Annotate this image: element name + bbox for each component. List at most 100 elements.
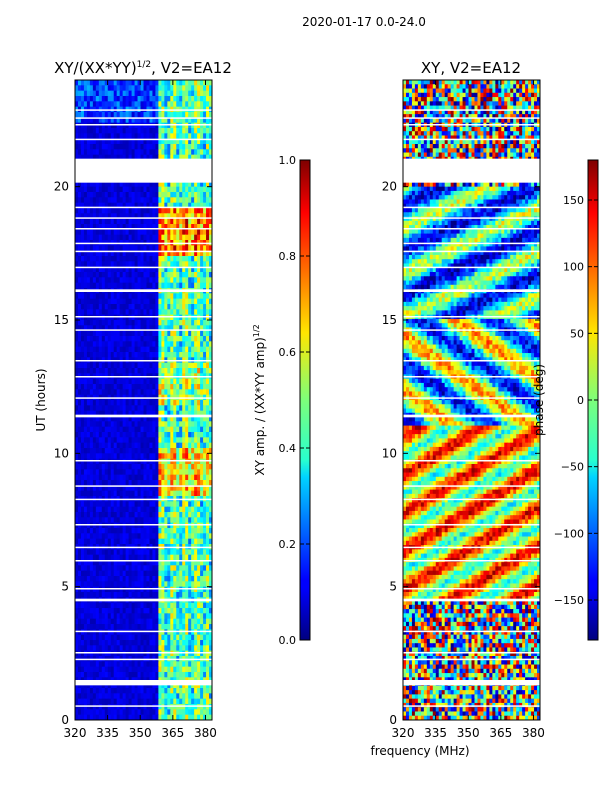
amplitude-heatmap-cell [104,448,109,454]
amplitude-heatmap-cell [125,320,130,326]
amplitude-heatmap-cell [182,608,186,614]
amplitude-heatmap-cell [140,474,145,481]
amplitude-heatmap-cell [75,85,79,92]
amplitude-heatmap-cell [104,320,109,326]
amplitude-heatmap-cell [176,517,180,524]
amplitude-heatmap-cell [125,410,130,417]
amplitude-heatmap-cell [209,624,212,630]
amplitude-heatmap-cell [143,112,148,118]
amplitude-heatmap-cell [125,554,130,561]
amplitude-heatmap-cell [107,437,112,444]
amplitude-heatmap-cell [188,640,192,646]
amplitude-heatmap-cell [194,384,198,390]
amplitude-heatmap-cell [107,346,112,353]
amplitude-heatmap-cell [95,112,100,118]
amplitude-heatmap-cell [80,416,85,422]
amplitude-heatmap-cell [86,442,91,449]
amplitude-heatmap-cell [98,250,103,257]
amplitude-heatmap-cell [179,512,183,518]
amplitude-heatmap-cell [128,448,133,454]
amplitude-heatmap-cell [116,608,121,614]
amplitude-heatmap-cell [149,144,154,150]
amplitude-heatmap-cell [206,117,210,124]
amplitude-heatmap-cell [173,346,177,353]
amplitude-heatmap-cell [137,314,142,321]
amplitude-heatmap-cell [146,266,151,273]
amplitude-heatmap-cell [128,293,133,300]
amplitude-heatmap-cell [75,128,79,134]
amplitude-heatmap-cell [83,549,88,556]
amplitude-heatmap-cell [89,346,94,353]
amplitude-heatmap-cell [155,250,159,257]
amplitude-heatmap-cell [134,517,139,524]
amplitude-heatmap-cell [173,629,177,636]
amplitude-heatmap-cell [206,90,210,97]
amplitude-heatmap-cell [182,453,186,460]
amplitude-heatmap-cell [134,538,139,545]
amplitude-heatmap-cell [128,298,133,305]
amplitude-heatmap-cell [200,426,204,433]
amplitude-heatmap-cell [203,528,207,534]
amplitude-heatmap-cell [146,474,151,481]
amplitude-heatmap-cell [149,522,154,529]
amplitude-heatmap-cell [185,208,189,214]
amplitude-heatmap-cell [203,213,207,220]
amplitude-heatmap-cell [209,426,212,433]
amplitude-heatmap-cell [125,154,130,161]
amplitude-heatmap-cell [203,101,207,108]
amplitude-heatmap-cell [122,448,127,454]
amplitude-heatmap-cell [116,384,121,390]
amplitude-heatmap-cell [140,506,145,513]
amplitude-heatmap-cell [131,192,136,198]
amplitude-heatmap-cell [137,362,142,369]
amplitude-heatmap-cell [185,266,189,273]
amplitude-heatmap-cell [107,426,112,433]
amplitude-heatmap-cell [119,117,124,124]
amplitude-heatmap-cell [179,85,183,92]
amplitude-heatmap-cell [155,181,159,188]
amplitude-heatmap-cell [149,341,154,348]
amplitude-heatmap-cell [143,90,148,97]
amplitude-heatmap-cell [158,474,162,481]
amplitude-heatmap-cell [203,314,207,321]
amplitude-heatmap-cell [182,341,186,348]
amplitude-heatmap-cell [197,90,201,97]
amplitude-heatmap-cell [80,208,85,214]
amplitude-heatmap-cell [86,229,91,236]
amplitude-heatmap-cell [75,640,79,646]
amplitude-heatmap-cell [122,528,127,534]
amplitude-heatmap-cell [170,293,174,300]
amplitude-heatmap-cell [77,640,82,646]
amplitude-heatmap-cell [197,266,201,273]
amplitude-heatmap-cell [140,234,145,241]
amplitude-heatmap-cell [197,458,201,465]
amplitude-heatmap-cell [200,362,204,369]
amplitude-heatmap-cell [113,490,118,497]
amplitude-heatmap-cell [116,341,121,348]
amplitude-heatmap-cell [203,592,207,598]
amplitude-heatmap-cell [179,506,183,513]
amplitude-heatmap-cell [104,426,109,433]
amplitude-heatmap-cell [179,314,183,321]
amplitude-heatmap-cell [83,469,88,476]
amplitude-heatmap-cell [131,293,136,300]
amplitude-heatmap-cell [143,234,148,241]
amplitude-heatmap-cell [137,320,142,326]
amplitude-heatmap-cell [137,618,142,625]
amplitude-heatmap-cell [206,138,210,145]
amplitude-heatmap-cell [179,432,183,438]
amplitude-heatmap-cell [200,80,204,86]
amplitude-heatmap-cell [173,485,177,492]
amplitude-heatmap-cell [152,261,157,268]
amplitude-heatmap-cell [92,250,97,257]
amplitude-heatmap-cell [146,186,151,193]
amplitude-heatmap-cell [137,576,142,582]
amplitude-heatmap-cell [149,592,154,598]
amplitude-heatmap-cell [164,378,168,385]
amplitude-heatmap-cell [95,416,100,422]
amplitude-heatmap-cell [92,192,97,198]
amplitude-heatmap-cell [119,277,124,284]
amplitude-heatmap-cell [173,202,177,209]
amplitude-heatmap-cell [191,309,195,316]
amplitude-heatmap-cell [77,538,82,545]
